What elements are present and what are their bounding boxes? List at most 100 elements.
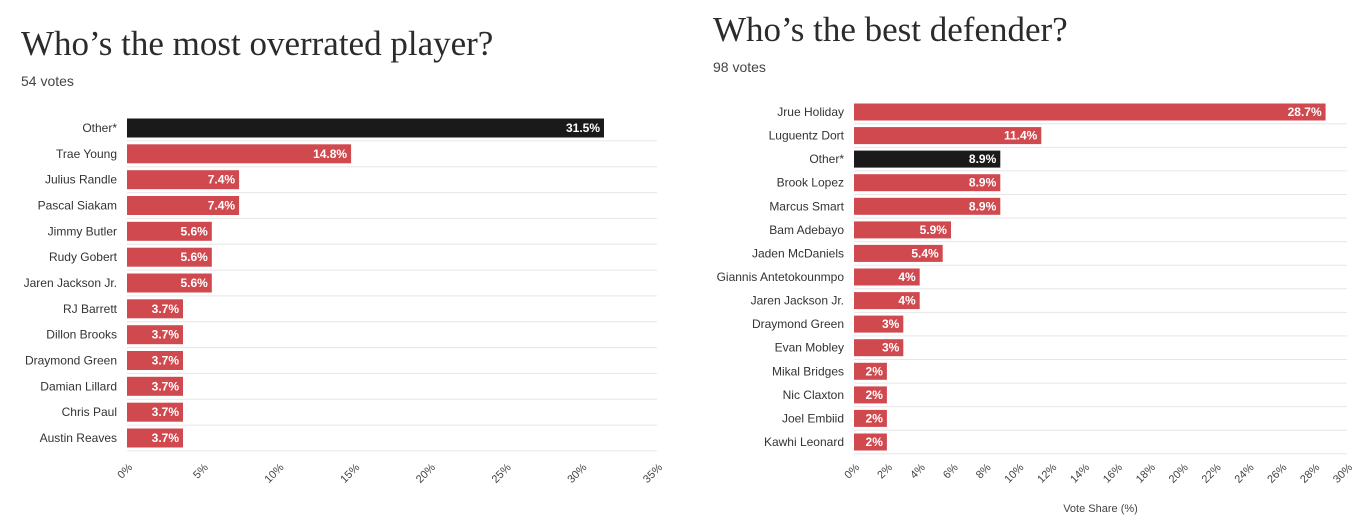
- bar: [854, 127, 1042, 145]
- chart-title: Who’s the best defender?: [713, 10, 1068, 49]
- bar: [127, 428, 183, 448]
- x-tick-label: 24%: [1232, 461, 1256, 485]
- bar: [854, 221, 951, 239]
- chart-subtitle: 98 votes: [713, 59, 766, 75]
- value-label: 5.6%: [180, 250, 208, 264]
- bar: [854, 409, 887, 427]
- x-axis: 0% 2% 4% 6% 8% 10% 12% 14% 16% 18% 20% 22% 24% 26% 28%…: [842, 461, 1355, 485]
- x-tick-label: 30%: [565, 461, 589, 485]
- gridlines: [127, 140, 657, 452]
- x-tick-label: 12%: [1035, 461, 1059, 485]
- category-label: Marcus Smart: [769, 199, 844, 213]
- x-tick-label: 0%: [115, 461, 135, 481]
- category-label: Brook Lopez: [777, 176, 844, 190]
- value-label: 8.9%: [969, 176, 997, 190]
- value-label: 3.7%: [152, 405, 180, 419]
- bar-chart-overrated: Other* 31.5% Trae Young 14.8% Julius Randle 7…: [24, 118, 665, 486]
- chart-panel-defender: Who’s the best defender? 98 votes Jrue H…: [678, 0, 1356, 525]
- value-label: 2%: [866, 364, 884, 378]
- bar: [127, 118, 604, 138]
- bar: [127, 273, 212, 293]
- value-label: 3.7%: [152, 302, 180, 316]
- value-label: 3.7%: [152, 379, 180, 393]
- bar: [854, 315, 904, 333]
- value-label: 7.4%: [208, 173, 236, 187]
- x-tick-label: 5%: [191, 461, 211, 481]
- category-label: Draymond Green: [25, 354, 117, 368]
- value-label: 5.4%: [911, 246, 939, 260]
- category-label: Austin Reaves: [40, 431, 117, 445]
- category-label: Jaren Jackson Jr.: [24, 276, 117, 290]
- category-label: Damian Lillard: [40, 379, 117, 393]
- category-label: Bam Adebayo: [769, 223, 844, 237]
- bar: [854, 174, 1001, 192]
- bar: [854, 292, 920, 310]
- bar: [127, 402, 183, 422]
- value-label: 31.5%: [566, 121, 600, 135]
- x-tick-label: 26%: [1265, 461, 1289, 485]
- value-label: 3.7%: [152, 431, 180, 445]
- x-tick-label: 25%: [490, 461, 514, 485]
- chart-panel-overrated: Who’s the most overrated player? 54 vote…: [21, 24, 665, 486]
- x-tick-label: 6%: [941, 461, 961, 481]
- bar: [854, 244, 943, 262]
- category-label: Mikal Bridges: [772, 364, 844, 378]
- value-label: 8.9%: [969, 199, 997, 213]
- bar: [854, 150, 1001, 168]
- value-label: 2%: [866, 435, 884, 449]
- x-tick-label: 30%: [1331, 461, 1355, 485]
- category-label: Luguentz Dort: [769, 129, 845, 143]
- value-label: 11.4%: [1004, 129, 1038, 143]
- value-label: 14.8%: [313, 147, 347, 161]
- value-label: 8.9%: [969, 152, 997, 166]
- category-label: Other*: [809, 152, 844, 166]
- bar: [127, 144, 352, 164]
- x-tick-label: 2%: [875, 461, 895, 481]
- bar-chart-defender: Jrue Holiday 28.7% Luguentz Dort 11.4% Other…: [717, 103, 1355, 515]
- x-tick-label: 16%: [1101, 461, 1125, 485]
- x-tick-label: 20%: [1167, 461, 1191, 485]
- x-tick-label: 4%: [908, 461, 928, 481]
- category-label: Rudy Gobert: [49, 250, 118, 264]
- bar: [854, 386, 887, 404]
- category-label: Kawhi Leonard: [764, 435, 844, 449]
- value-label: 7.4%: [208, 199, 236, 213]
- x-axis: 0% 5% 10% 15% 20% 25% 30% 35%: [115, 461, 665, 485]
- value-label: 5.6%: [180, 276, 208, 290]
- category-label: Draymond Green: [752, 317, 844, 331]
- bar: [127, 247, 212, 267]
- bar: [854, 197, 1001, 215]
- x-tick-label: 22%: [1200, 461, 1224, 485]
- bar: [854, 103, 1326, 121]
- x-tick-label: 10%: [262, 461, 286, 485]
- gridlines: [854, 123, 1347, 455]
- category-label: Jaden McDaniels: [752, 246, 844, 260]
- category-label: Chris Paul: [62, 405, 117, 419]
- category-label: Julius Randle: [45, 173, 117, 187]
- category-label: Evan Mobley: [775, 341, 844, 355]
- category-label: Pascal Siakam: [38, 199, 117, 213]
- value-label: 28.7%: [1288, 105, 1322, 119]
- x-tick-label: 15%: [338, 461, 362, 485]
- x-tick-label: 14%: [1068, 461, 1092, 485]
- bar: [127, 351, 183, 370]
- value-label: 3%: [882, 317, 900, 331]
- bar: [127, 325, 183, 345]
- category-label: Nic Claxton: [783, 388, 844, 402]
- bar: [127, 221, 212, 241]
- x-tick-label: 35%: [641, 461, 665, 485]
- bar: [127, 299, 183, 319]
- value-label: 4%: [898, 294, 916, 308]
- x-tick-label: 20%: [414, 461, 438, 485]
- bar: [127, 376, 183, 396]
- value-label: 3.7%: [152, 328, 180, 342]
- x-tick-label: 18%: [1134, 461, 1158, 485]
- bar: [854, 433, 887, 451]
- category-label: Jrue Holiday: [777, 105, 844, 119]
- value-label: 4%: [898, 270, 916, 284]
- bar: [854, 339, 904, 357]
- bar: [127, 170, 240, 190]
- x-axis-label: Vote Share (%): [1063, 503, 1138, 515]
- value-label: 2%: [866, 388, 884, 402]
- bar: [854, 362, 887, 380]
